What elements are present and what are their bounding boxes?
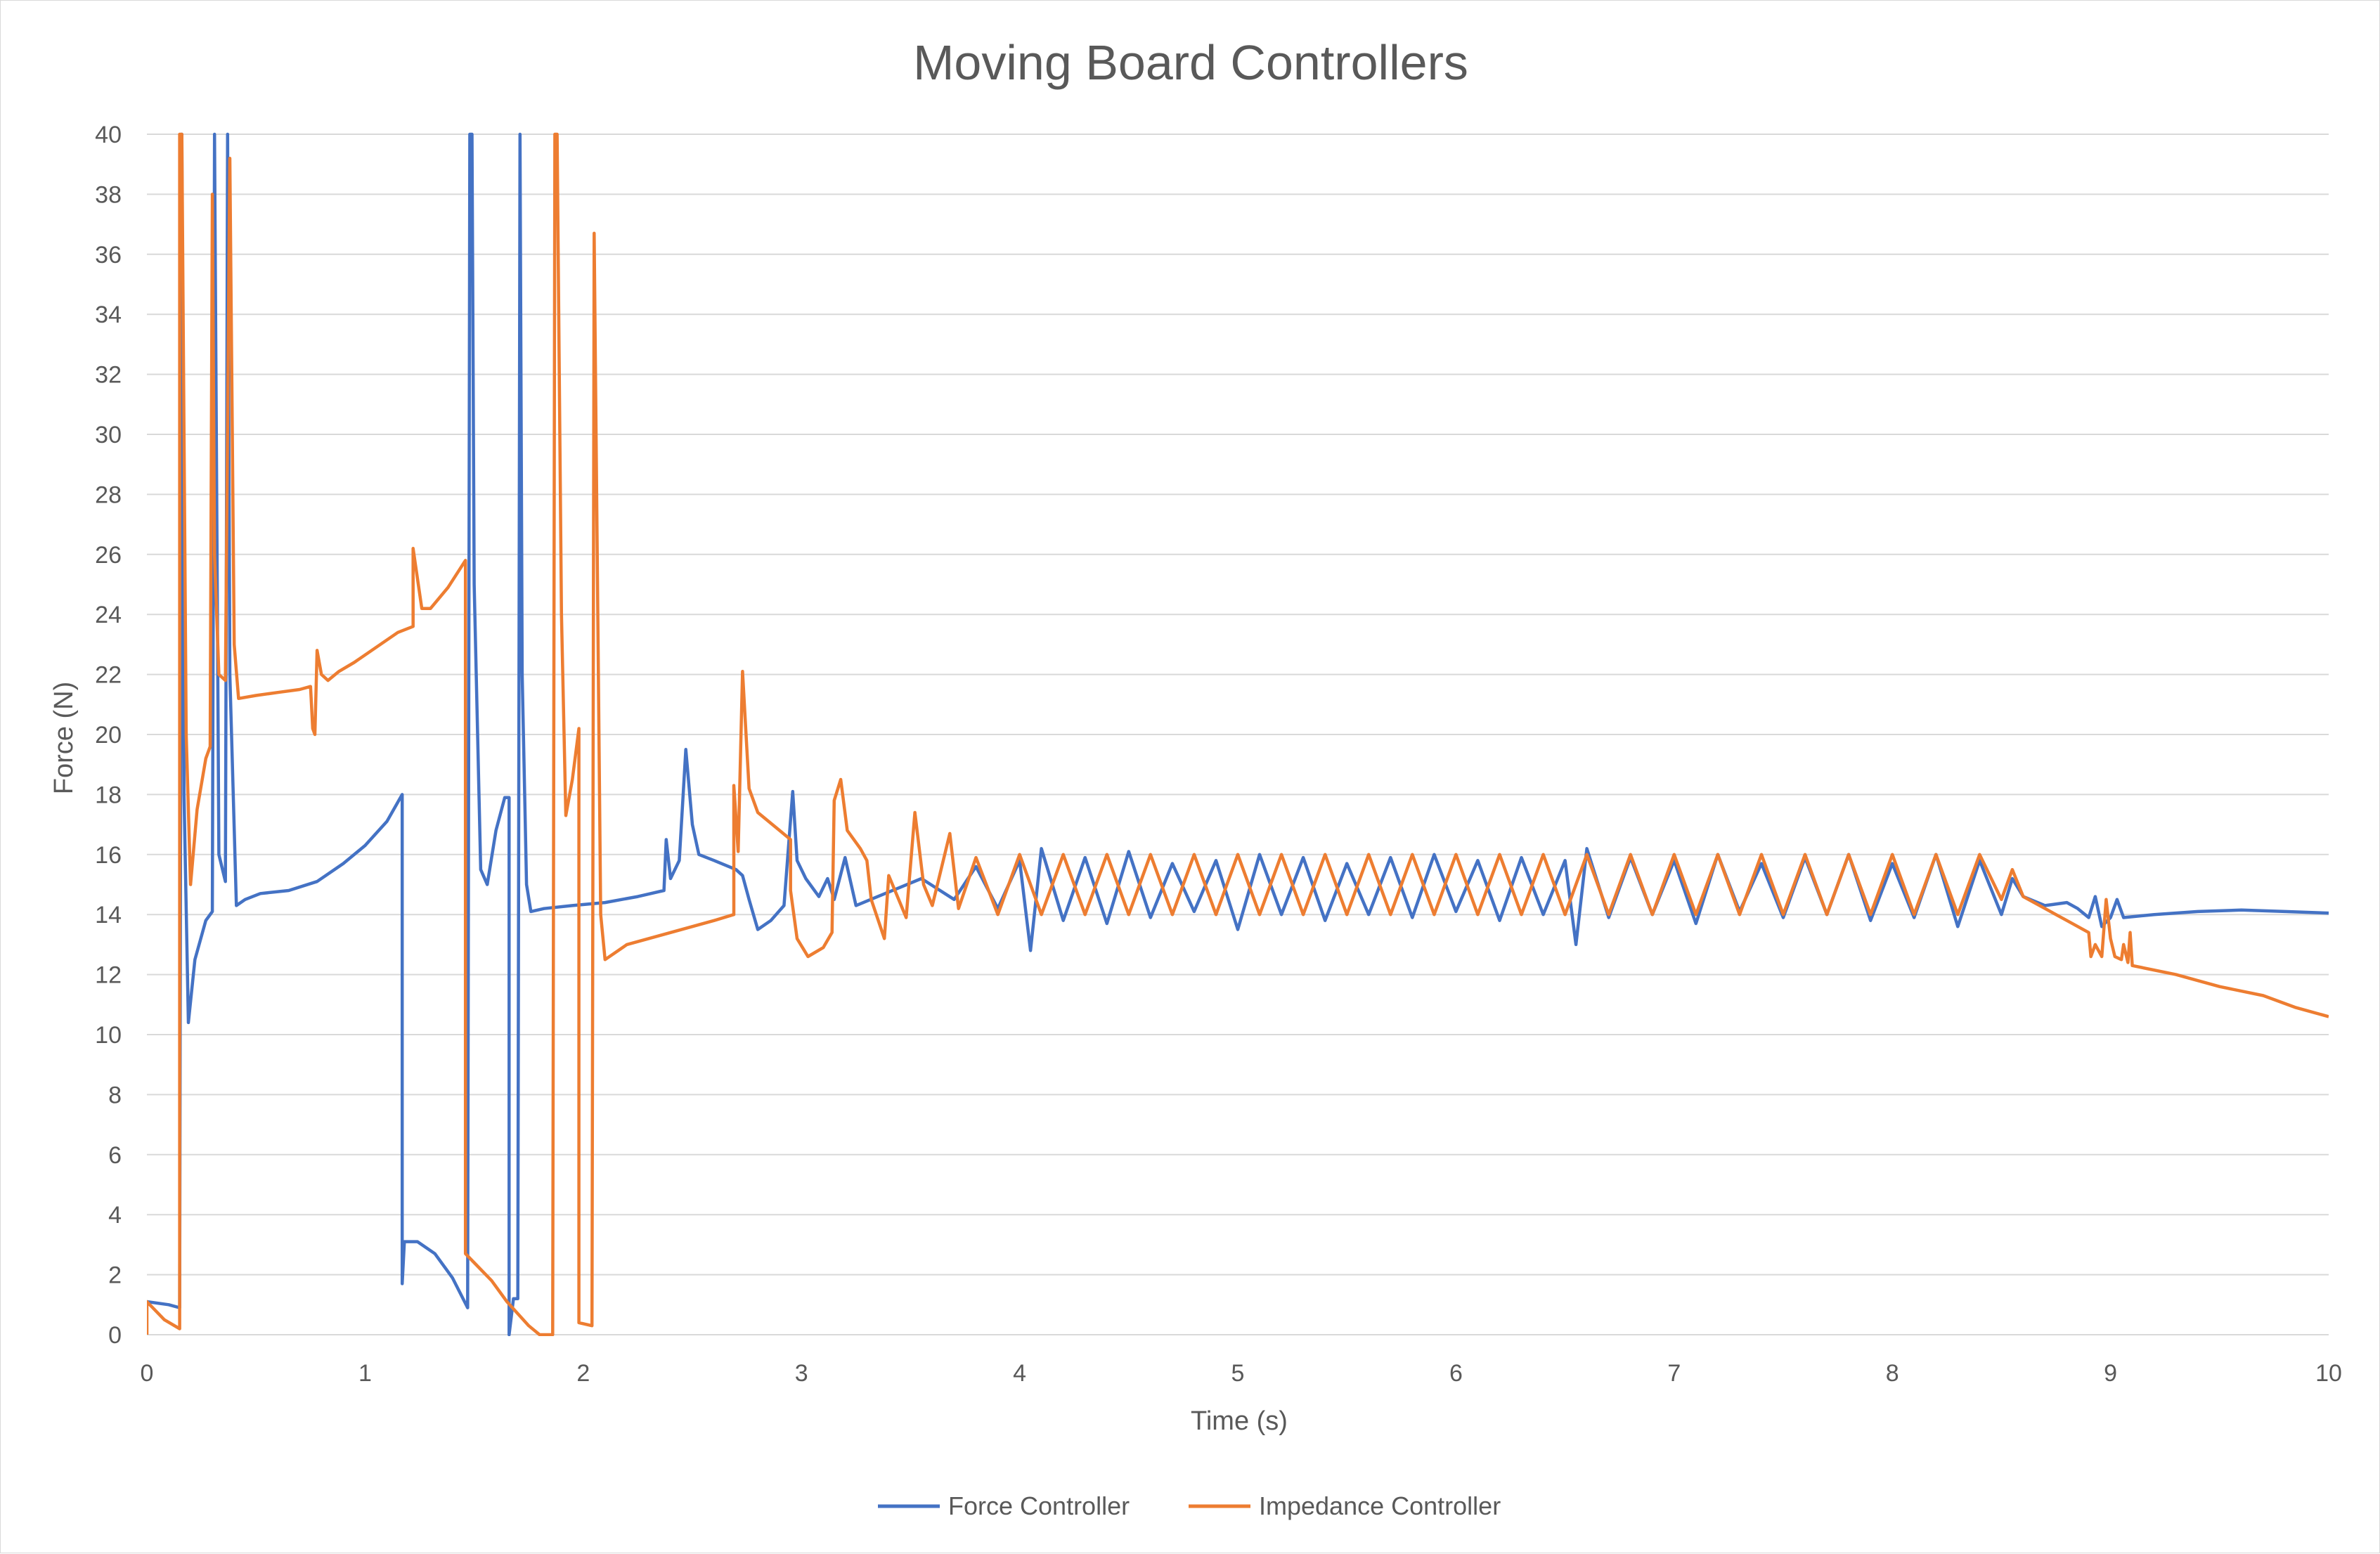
y-tick-label: 16 [95,842,122,869]
y-tick-label: 2 [108,1262,122,1289]
y-tick-label: 8 [108,1082,122,1108]
y-tick-label: 12 [95,962,122,989]
y-tick-label: 32 [95,362,122,389]
y-tick-label: 0 [108,1322,122,1349]
series-line-impedance-controller [147,132,2329,1336]
legend-label-force-controller: Force Controller [948,1491,1130,1520]
x-tick-label: 7 [1667,1360,1681,1387]
y-tick-label: 40 [95,122,122,148]
y-tick-label: 24 [95,602,122,628]
y-tick-label: 20 [95,722,122,749]
x-tick-label: 9 [2104,1360,2117,1387]
y-tick-label: 18 [95,782,122,808]
y-tick-label: 30 [95,422,122,448]
x-tick-label: 8 [1886,1360,1899,1387]
y-tick-label: 28 [95,481,122,508]
y-tick-label: 14 [95,902,122,928]
y-tick-label: 38 [95,181,122,208]
x-axis-title: Time (s) [1191,1406,1288,1436]
y-tick-label: 36 [95,242,122,268]
y-tick-label: 26 [95,542,122,569]
y-tick-label: 4 [108,1202,122,1229]
x-tick-label: 5 [1231,1360,1245,1387]
x-tick-label: 2 [576,1360,590,1387]
plot-area [147,132,2329,1336]
legend-label-impedance-controller: Impedance Controller [1259,1491,1501,1520]
y-tick-label: 22 [95,662,122,689]
y-tick-label: 10 [95,1022,122,1049]
x-tick-label: 1 [358,1360,372,1387]
x-axis-ticks: 0 1 2 3 4 5 6 7 8 9 10 [141,1360,2342,1387]
x-tick-label: 10 [2315,1360,2342,1387]
y-tick-label: 34 [95,302,122,328]
x-tick-label: 0 [141,1360,154,1387]
x-tick-label: 6 [1449,1360,1463,1387]
legend: Force Controller Impedance Controller [878,1491,1501,1520]
x-tick-label: 4 [1013,1360,1026,1387]
y-tick-label: 6 [108,1142,122,1169]
y-axis-title: Force (N) [49,682,79,794]
chart-title: Moving Board Controllers [913,35,1468,90]
x-tick-label: 3 [795,1360,808,1387]
